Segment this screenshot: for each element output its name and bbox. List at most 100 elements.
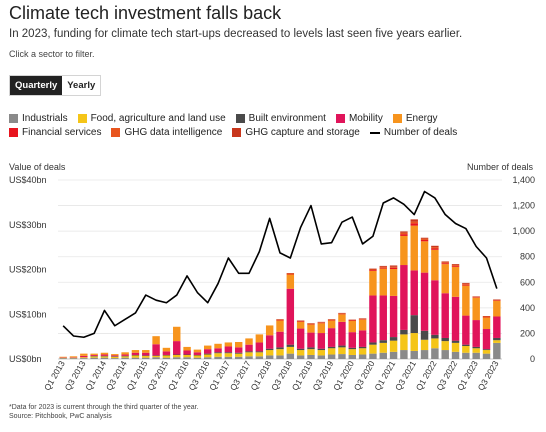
- bar-segment: [379, 267, 387, 269]
- legend-item-ghg-capture-and-storage[interactable]: GHG capture and storage: [232, 127, 360, 138]
- bar-segment: [111, 354, 119, 356]
- legend-swatch: [232, 128, 242, 137]
- bar-segment: [420, 272, 429, 331]
- bar-segment: [131, 350, 140, 353]
- bar-segment: [462, 352, 470, 359]
- bar-segment: [80, 357, 88, 359]
- bar-segment: [348, 349, 356, 355]
- bar-segment: [389, 265, 398, 267]
- yearly-button[interactable]: Yearly: [62, 76, 101, 95]
- bar-segment: [400, 235, 408, 266]
- bar-segment: [389, 269, 398, 296]
- bar-segment: [173, 357, 181, 359]
- chart-subtitle: In 2023, funding for climate tech start-…: [9, 28, 463, 40]
- bar-segment: [162, 357, 171, 359]
- bar-segment: [307, 347, 315, 350]
- legend-label: Energy: [405, 113, 438, 124]
- bar-segment: [389, 267, 398, 270]
- filter-hint: Click a sector to filter.: [9, 49, 95, 59]
- bar-segment: [441, 261, 449, 263]
- legend-item-built-environment[interactable]: Built environment: [235, 113, 326, 124]
- bar-segment: [214, 356, 222, 359]
- left-tick-label: US$20bn: [9, 265, 47, 275]
- legend-item-energy[interactable]: Energy: [392, 113, 438, 124]
- right-tick-label: 400: [520, 303, 535, 313]
- bar-segment: [327, 320, 336, 329]
- bar-segment: [348, 320, 356, 333]
- right-tick-label: 1,000: [512, 226, 535, 236]
- bar-segment: [100, 352, 109, 355]
- legend-item-number-of-deals[interactable]: Number of deals: [369, 127, 458, 138]
- quarterly-button[interactable]: Quarterly: [10, 76, 63, 95]
- bar-segment: [410, 350, 418, 359]
- legend-item-financial-services[interactable]: Financial services: [9, 127, 101, 138]
- bar-segment: [204, 357, 212, 359]
- left-tick-label: US$0bn: [9, 354, 42, 364]
- bar-segment: [472, 352, 480, 359]
- bar-segment: [369, 342, 377, 345]
- bar-segment: [338, 312, 346, 314]
- bar-segment: [431, 247, 439, 249]
- bar-segment: [173, 354, 181, 358]
- deals-line: [62, 190, 498, 339]
- bar-segment: [369, 353, 377, 359]
- bar-segment: [431, 249, 439, 281]
- legend-item-ghg-data-intelligence[interactable]: GHG data intelligence: [111, 127, 222, 138]
- bar-segment: [100, 355, 109, 357]
- legend-label: GHG data intelligence: [124, 127, 223, 138]
- legend-item-mobility[interactable]: Mobility: [335, 113, 383, 124]
- bar-segment: [286, 273, 295, 274]
- bar-segment: [193, 357, 202, 359]
- bar-segment: [276, 319, 284, 321]
- legend-item-food-agriculture-and-land-use[interactable]: Food, agriculture and land use: [77, 113, 226, 124]
- bar-segment: [431, 280, 439, 335]
- bar-segment: [462, 344, 470, 347]
- bar-segment: [482, 316, 491, 318]
- bar-segment: [193, 349, 202, 353]
- legend-item-industrials[interactable]: Industrials: [9, 113, 68, 124]
- legend-label: Food, agriculture and land use: [90, 113, 226, 124]
- bar-segment: [410, 333, 418, 351]
- bar-segment: [286, 344, 295, 347]
- bar-segment: [286, 346, 295, 354]
- bar-segment: [296, 321, 305, 322]
- bar-segment: [90, 354, 98, 356]
- bar-segment: [400, 350, 408, 359]
- bar-segment: [152, 355, 160, 358]
- bar-segment: [204, 349, 212, 354]
- bar-segment: [420, 241, 429, 273]
- bar-segment: [493, 342, 501, 359]
- bar-segment: [493, 337, 501, 341]
- bar-segment: [431, 248, 439, 250]
- bar-segment: [338, 313, 346, 315]
- bar-segment: [59, 356, 67, 358]
- bar-segment: [472, 297, 480, 321]
- bar-segment: [317, 321, 326, 323]
- bar-segment: [224, 356, 233, 359]
- bar-segment: [255, 342, 264, 352]
- bar-segment: [142, 355, 150, 356]
- bar-segment: [462, 284, 470, 286]
- bar-segment: [369, 295, 377, 343]
- bar-segment: [245, 351, 253, 353]
- bar-segment: [493, 300, 501, 301]
- bar-segment: [317, 348, 326, 351]
- bar-segment: [482, 329, 491, 350]
- bar-segment: [482, 353, 491, 359]
- bar-segment: [389, 337, 398, 341]
- legend-swatch: [111, 128, 121, 137]
- bar-segment: [379, 266, 387, 268]
- bar-segment: [183, 357, 191, 359]
- legend-label: Number of deals: [383, 127, 458, 138]
- bar-segment: [462, 285, 470, 316]
- bar-segment: [441, 350, 449, 359]
- bar-segment: [152, 344, 160, 356]
- bar-segment: [327, 348, 336, 355]
- legend-swatch: [235, 114, 245, 123]
- bar-segment: [431, 338, 439, 349]
- bar-segment: [472, 320, 480, 347]
- bar-segment: [234, 341, 243, 348]
- bar-segment: [358, 319, 367, 331]
- right-tick-label: 1,400: [512, 175, 535, 185]
- bar-segment: [451, 340, 460, 343]
